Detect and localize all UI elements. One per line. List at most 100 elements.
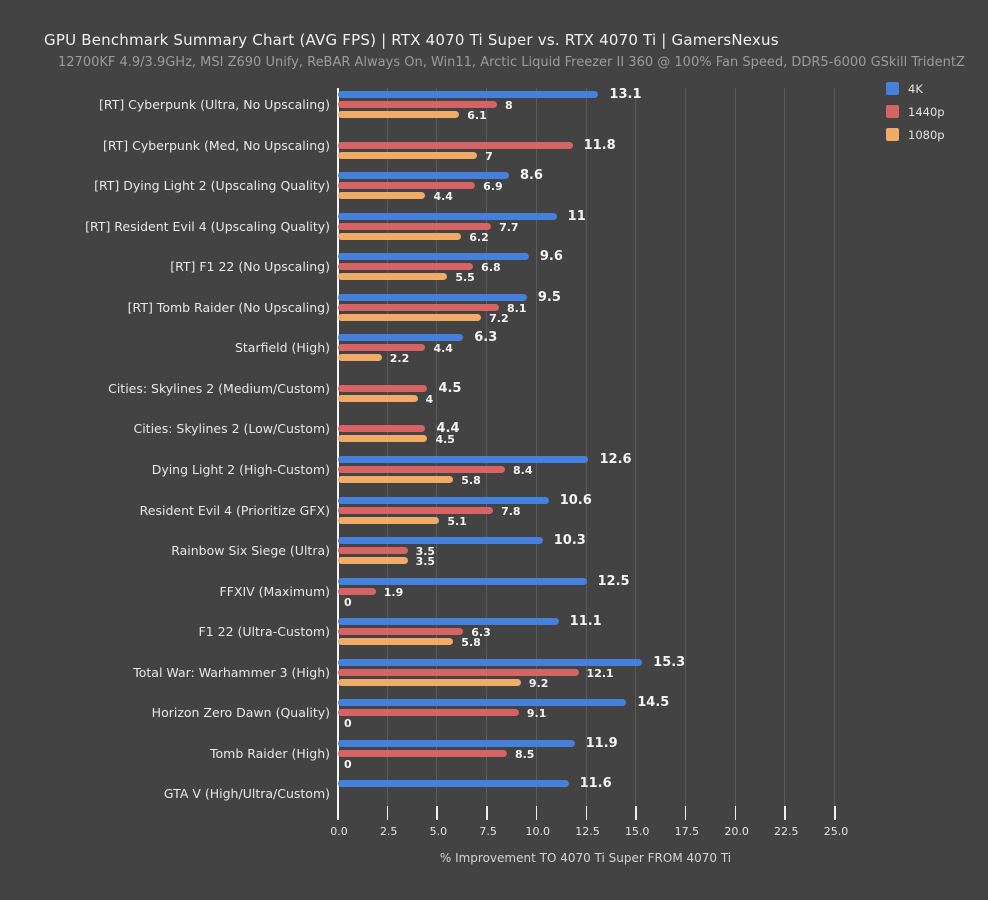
value-label-1440p: 7.7 <box>499 220 519 234</box>
bar-4k <box>338 577 587 585</box>
bar-1080p <box>338 151 478 159</box>
bar-1080p <box>338 394 418 402</box>
bar-group: Tomb Raider (High) 11.9 8.5 0 <box>0 736 988 771</box>
bar-1440p <box>338 587 376 595</box>
bar-1440p <box>338 749 507 757</box>
x-tick-mark <box>784 806 786 820</box>
gridline <box>386 88 388 806</box>
bar-1080p <box>338 516 440 524</box>
bar-group: Dying Light 2 (High-Custom) 12.6 8.4 5.8 <box>0 452 988 487</box>
chart-title: GPU Benchmark Summary Chart (AVG FPS) | … <box>44 31 779 49</box>
value-label-1080p: 5.5 <box>455 271 475 285</box>
value-label-1080p: 0 <box>344 717 352 731</box>
bar-group: F1 22 (Ultra-Custom) 11.1 6.3 5.8 <box>0 614 988 649</box>
value-label-1440p: 6.8 <box>481 261 501 275</box>
x-tick-mark <box>635 806 637 820</box>
bar-4k <box>338 496 549 504</box>
bar-1440p <box>338 263 474 271</box>
x-tick-label: 20.0 <box>724 825 749 838</box>
bar-4k <box>338 658 643 666</box>
legend-swatch-icon <box>886 82 899 95</box>
bar-group: [RT] Tomb Raider (No Upscaling) 9.5 8.1 7.2 <box>0 290 988 325</box>
bar-1080p <box>338 192 426 200</box>
bar-1080p <box>338 435 428 443</box>
value-label-1440p: 4.5 <box>438 380 462 396</box>
value-label-1440p: 8 <box>505 99 513 112</box>
bar-4k <box>338 537 543 545</box>
bar-4k <box>338 618 559 626</box>
bar-4k <box>338 739 575 747</box>
value-label-1080p: 4.5 <box>435 433 455 447</box>
bar-group: Resident Evil 4 (Prioritize GFX) 10.6 7.8 5… <box>0 493 988 528</box>
x-tick-mark <box>436 806 438 820</box>
category-label: FFXIV (Maximum) <box>219 583 331 599</box>
x-tick-mark <box>585 806 587 820</box>
category-label: [RT] Resident Evil 4 (Upscaling Quality) <box>85 218 330 234</box>
bar-1440p <box>338 344 426 352</box>
bar-group: [RT] Dying Light 2 (Upscaling Quality) 8.… <box>0 168 988 204</box>
x-tick-label: 0.0 <box>330 825 348 838</box>
value-label-1440p: 8.1 <box>507 301 527 315</box>
x-tick-mark <box>684 806 687 820</box>
bar-1080p <box>338 638 454 646</box>
bar-4k <box>338 334 464 342</box>
x-tick-mark <box>834 806 836 820</box>
bar-group: Horizon Zero Dawn (Quality) 14.5 9.1 0 <box>0 695 988 731</box>
value-label-1440p: 11.8 <box>583 137 616 153</box>
bar-1440p <box>338 222 492 230</box>
value-label-1080p: 3.5 <box>415 555 436 569</box>
value-label-1440p: 9.1 <box>526 707 547 721</box>
bar-1440p <box>338 141 573 149</box>
bar-1440p <box>338 547 408 555</box>
value-label-4k: 12.6 <box>599 451 632 467</box>
category-label: [RT] Dying Light 2 (Upscaling Quality) <box>94 178 330 194</box>
value-label-1440p: 7.8 <box>501 504 521 518</box>
x-tick-label: 10.0 <box>525 825 551 838</box>
value-label-1440p: 4.4 <box>433 342 453 356</box>
value-label-1440p: 3.5 <box>415 545 436 559</box>
bar-1080p <box>338 313 482 321</box>
value-label-1440p: 8.5 <box>514 747 535 761</box>
legend-label: 1440p <box>908 104 945 119</box>
x-tick-label: 25.0 <box>823 825 849 838</box>
value-label-4k: 9.5 <box>537 289 561 305</box>
value-label-1080p: 7 <box>485 149 493 163</box>
chart-subtitle: 12700KF 4.9/3.9GHz, MSI Z690 Unify, ReBA… <box>58 55 965 70</box>
category-label: Cities: Skylines 2 (Medium/Custom) <box>108 380 330 396</box>
legend-item-1440p: 1440p <box>886 100 945 123</box>
legend-item-4k: 4K <box>886 77 945 100</box>
category-label: Rainbow Six Siege (Ultra) <box>171 543 330 559</box>
gridline <box>734 88 736 806</box>
bar-group: [RT] Cyberpunk (Med, No Upscaling) 11.8 7 <box>0 132 988 163</box>
gridline <box>784 88 786 806</box>
value-label-1080p: 0 <box>344 595 352 609</box>
x-tick-label: 2.5 <box>379 825 398 838</box>
value-label-1440p: 12.1 <box>586 666 614 680</box>
value-label-4k: 8.6 <box>519 168 543 184</box>
x-tick-mark <box>535 806 538 820</box>
y-axis-line <box>337 88 339 820</box>
bar-group: Total War: Warhammer 3 (High) 15.3 12.1 9.2 <box>0 655 988 690</box>
bar-1440p <box>338 506 494 514</box>
category-label: Resident Evil 4 (Prioritize GFX) <box>139 502 330 518</box>
x-tick-label: 5.0 <box>429 825 448 838</box>
bar-1080p <box>338 273 448 281</box>
bar-4k <box>338 455 589 463</box>
category-label: Tomb Raider (High) <box>209 745 330 761</box>
value-label-1080p: 2.2 <box>389 352 410 366</box>
category-label: F1 22 (Ultra-Custom) <box>198 624 330 640</box>
bar-1440p <box>338 182 476 190</box>
bar-group: Cities: Skylines 2 (Low/Custom) 4.4 4.5 <box>0 415 988 447</box>
category-label: [RT] F1 22 (No Upscaling) <box>170 259 330 275</box>
value-label-1440p: 6.9 <box>483 180 503 194</box>
bar-1080p <box>338 678 521 686</box>
category-label: Cities: Skylines 2 (Low/Custom) <box>133 421 330 437</box>
value-label-4k: 6.3 <box>474 330 498 346</box>
bar-1440p <box>338 709 519 717</box>
bar-4k <box>338 91 599 98</box>
value-label-4k: 13.1 <box>609 87 642 102</box>
gridline <box>535 88 537 806</box>
legend-swatch-icon <box>886 105 899 118</box>
x-tick-mark <box>486 806 488 820</box>
value-label-1080p: 4.4 <box>433 190 453 204</box>
